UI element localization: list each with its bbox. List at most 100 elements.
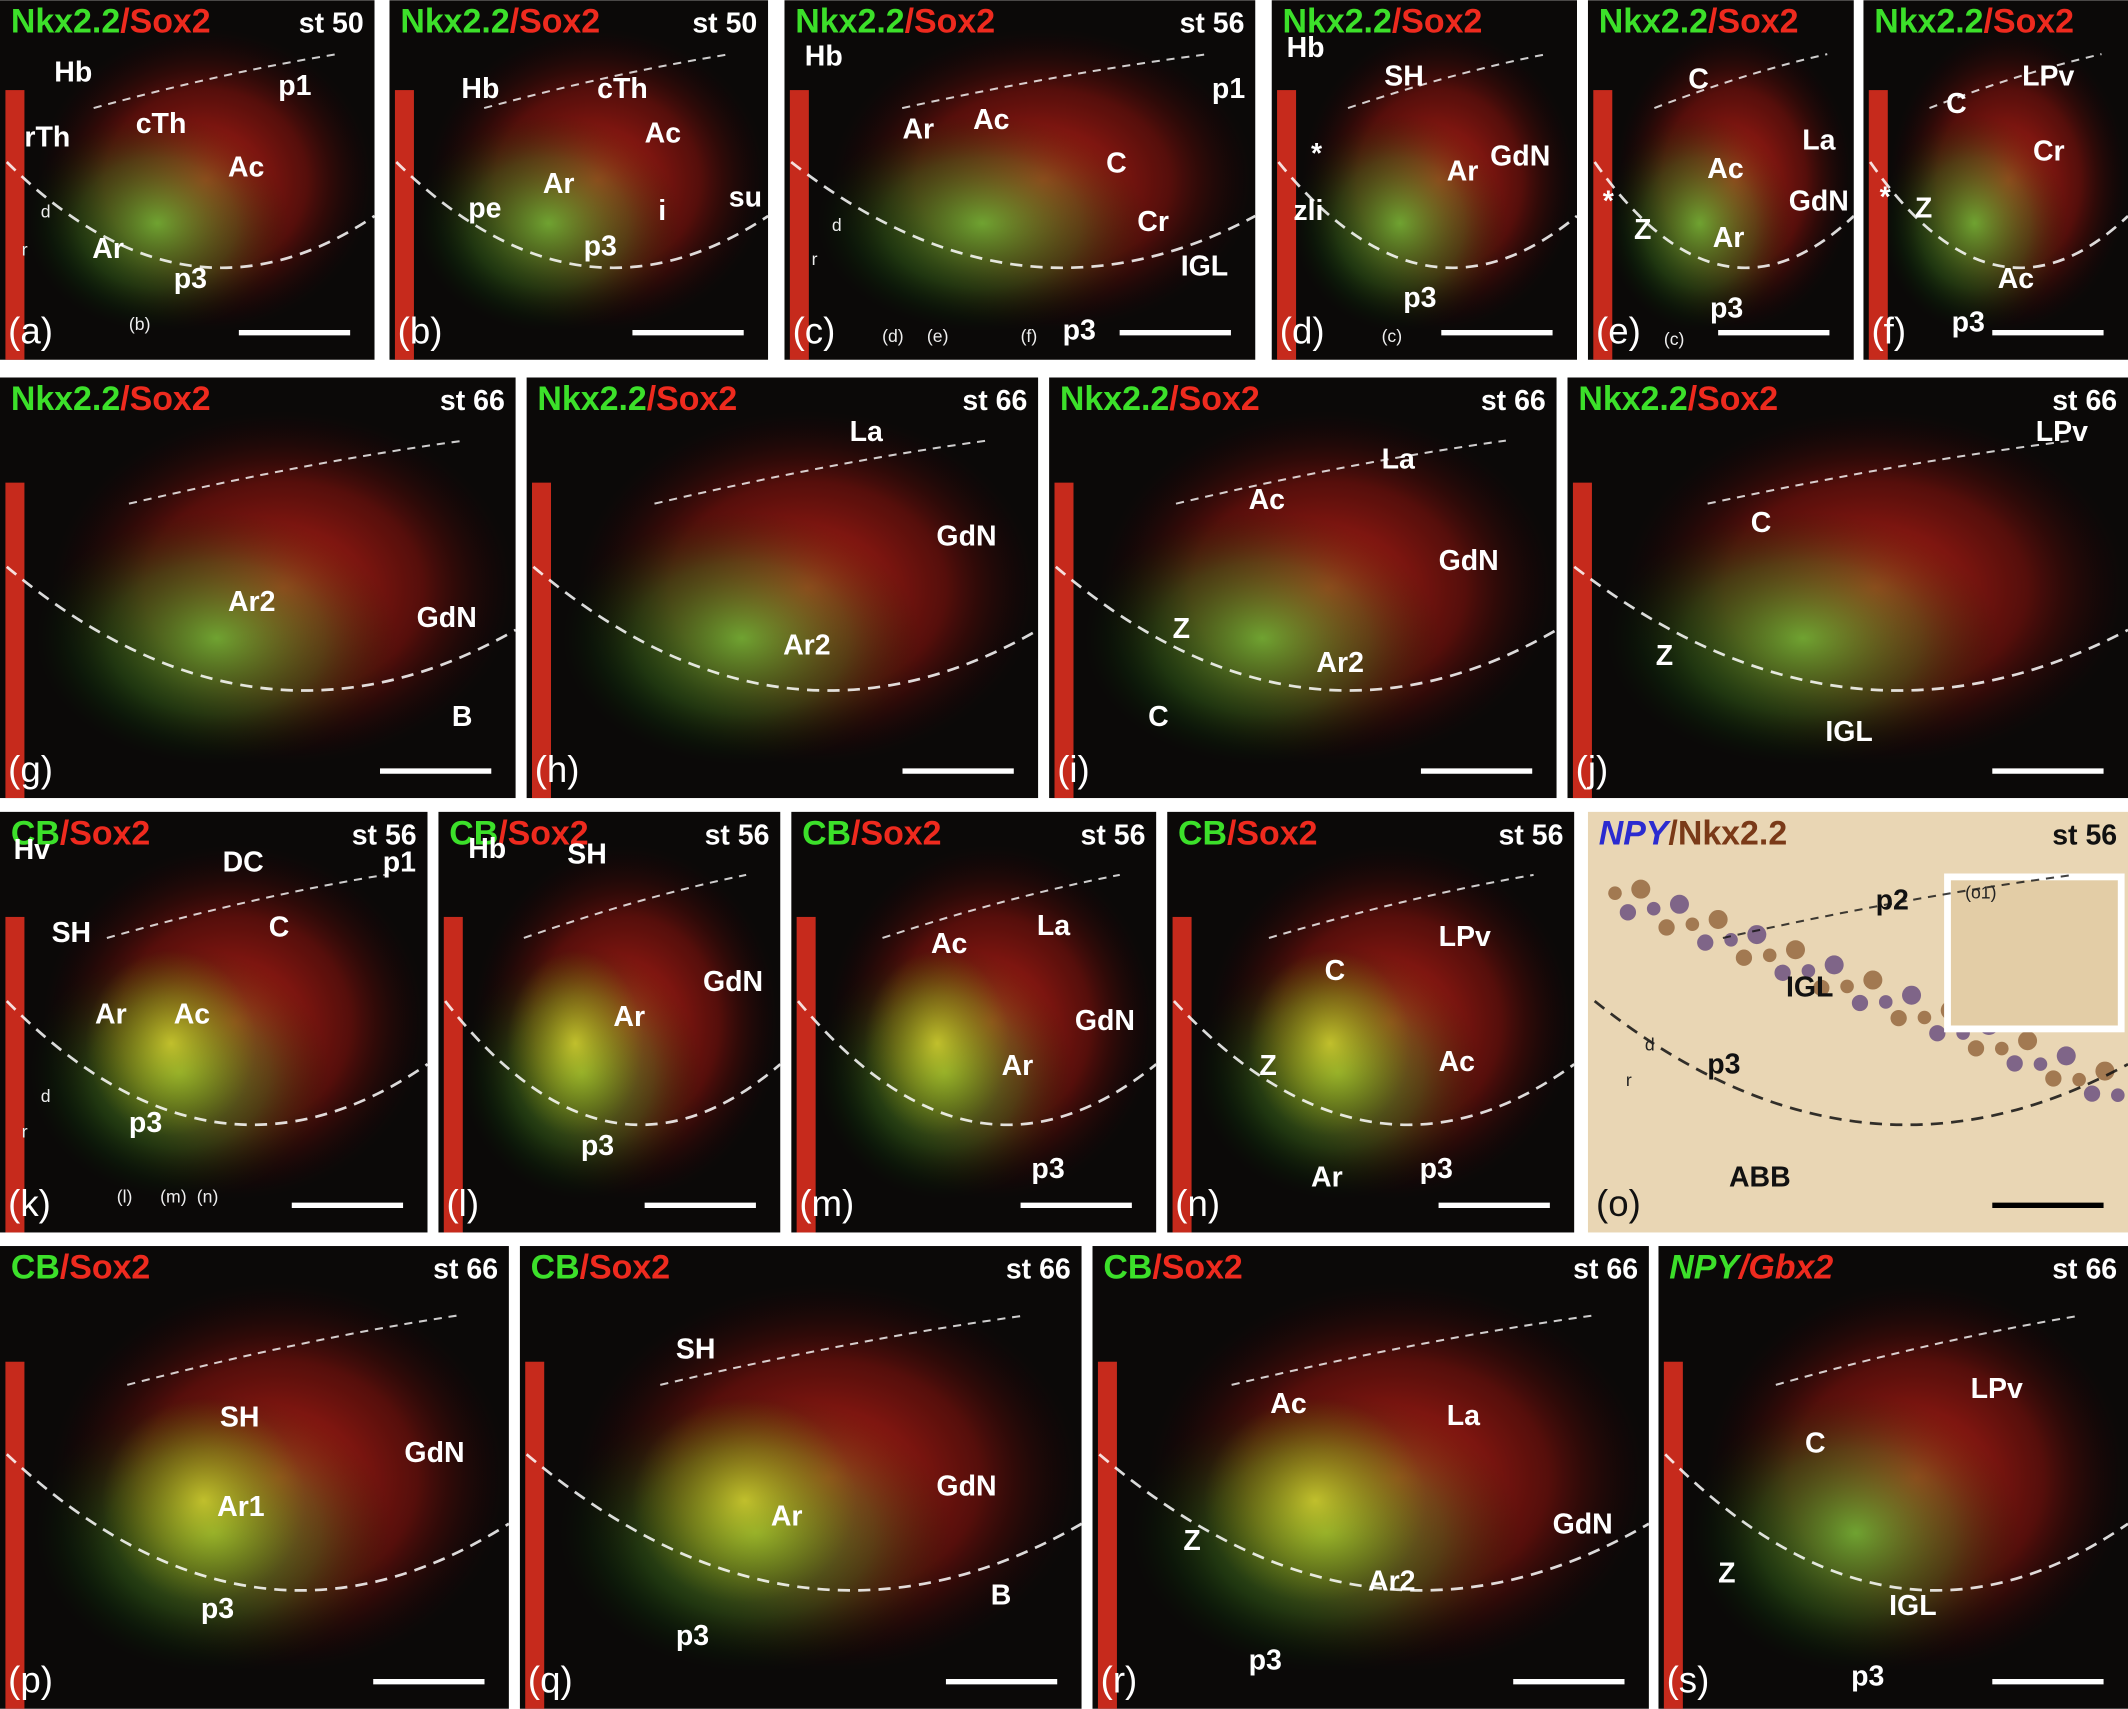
marker-1: Nkx2.2 [11, 3, 120, 41]
region-label: Ar1 [217, 1491, 265, 1523]
panel-letter: (p) [8, 1660, 53, 1701]
ventricle [443, 916, 463, 1233]
marker-2: /Sox2 [1984, 3, 2074, 41]
boundary [532, 565, 1039, 692]
region-label: rTh [24, 122, 70, 154]
region-label: (d) [882, 326, 904, 346]
region-label: Ac [174, 998, 210, 1030]
marker-1: Nkx2.2 [1578, 380, 1687, 418]
region-label: IGL [1825, 716, 1872, 748]
ventricle [1868, 90, 1888, 360]
stage-label: st 56 [705, 819, 770, 851]
boundary [1268, 873, 1534, 939]
panel: CB/Sox2 st 66 (p) SH GdN Ar1 p3 [0, 1246, 509, 1709]
boundary [1054, 565, 1557, 692]
region-label: i [658, 195, 666, 227]
region-label: Ac [1249, 484, 1285, 516]
image [1092, 1246, 1649, 1709]
marker-2: /Sox2 [60, 814, 150, 852]
ventricle [1593, 90, 1613, 360]
panel: Nkx2.2/Sox2 st 50 (a) Hb p1 rTh cTh Ac Ar p3 (b) dr [0, 0, 375, 360]
boundary [901, 53, 1209, 110]
ventricle [1172, 916, 1192, 1233]
cell [1646, 901, 1661, 916]
region-label: pe [468, 192, 501, 224]
cell [1824, 955, 1844, 975]
region-label: zli [1293, 195, 1323, 227]
cell [2072, 1072, 2086, 1087]
stage-label: st 56 [1498, 819, 1563, 851]
panel-letter: (f) [1872, 311, 1907, 352]
ventricle [394, 90, 414, 360]
region-label: Hb [54, 57, 92, 89]
region-label: Z [1656, 640, 1673, 672]
cell [1608, 886, 1622, 900]
region-label: IGL [1786, 971, 1833, 1003]
ventricle [1572, 482, 1592, 799]
panel-letter: (n) [1175, 1183, 1220, 1224]
marker-label: Nkx2.2/Sox2 [1060, 380, 1260, 418]
marker-label: NPY/Gbx2 [1669, 1249, 1833, 1287]
image [1049, 377, 1557, 799]
region-label: Hv [14, 834, 51, 866]
marker-2: /Sox2 [510, 3, 600, 41]
marker-label: CB/Sox2 [1178, 814, 1317, 852]
region-label: Ar [92, 233, 124, 265]
ventricle [532, 482, 551, 799]
yellow-signal [1203, 1398, 1427, 1603]
marker-1: Nkx2.2 [1283, 3, 1392, 41]
stage-label: st 56 [1180, 8, 1245, 40]
cell [1801, 964, 1816, 978]
region-label: GdN [1439, 545, 1499, 577]
boundary [1277, 161, 1577, 270]
region-label: p3 [1403, 282, 1436, 314]
marker-1: NPY [1669, 1249, 1742, 1287]
region-label: Ar2 [228, 586, 276, 618]
cell [2083, 1085, 2101, 1102]
region-label: (b) [129, 314, 151, 334]
cell [1685, 917, 1700, 932]
ventricle [525, 1361, 545, 1709]
region-label: Ar [1713, 222, 1745, 254]
region-label: Hb [805, 40, 843, 72]
region-label: Z [1173, 613, 1190, 645]
image [0, 811, 428, 1233]
cell [2045, 1070, 2062, 1087]
region-label: B [452, 701, 473, 733]
region-label: LPv [2036, 416, 2088, 448]
region-label: Ar2 [1316, 647, 1364, 679]
region-label: p3 [1707, 1049, 1740, 1081]
cell [1658, 919, 1675, 936]
green-signal [562, 512, 921, 765]
image [0, 377, 516, 799]
region-label: p3 [1710, 293, 1743, 325]
panel: Nkx2.2/Sox2 (e) C La Ac GdN Z Ar * p3 (c) [1587, 0, 1854, 360]
region-label: LPv [1439, 921, 1491, 953]
cell [1724, 933, 1738, 947]
panel: NPY/Nkx2.2 st 56 (o) p2 IGL p3 ABB (o1) dr [1587, 811, 2128, 1233]
yellow-signal [85, 950, 257, 1136]
region-label: IGL [1181, 251, 1228, 283]
boundary [5, 1453, 509, 1592]
image [438, 811, 781, 1233]
marker-label: NPY/Nkx2.2 [1599, 814, 1787, 852]
boundary [1347, 53, 1547, 110]
marker-1: Nkx2.2 [1874, 3, 1983, 41]
marker-1: Nkx2.2 [1599, 3, 1708, 41]
marker-label: CB/Sox2 [1103, 1249, 1242, 1287]
image [1167, 811, 1575, 1233]
ventricle [5, 1361, 25, 1709]
cell [1762, 948, 1777, 963]
cell [2095, 1061, 2115, 1081]
region-label: ABB [1729, 1161, 1791, 1193]
marker-1: CB [449, 814, 498, 852]
marker-1: CB [802, 814, 851, 852]
region-label: p1 [1212, 73, 1245, 105]
ventricle [1097, 1361, 1117, 1709]
region-label: (e) [927, 326, 949, 346]
panel: CB/Sox2 st 56 (m) Ac La GdN Ar p3 [791, 811, 1157, 1233]
marker-2: /Sox2 [1169, 380, 1259, 418]
region-label: C [1106, 148, 1127, 180]
boundary [1653, 53, 1828, 110]
region-label: GdN [417, 602, 477, 634]
